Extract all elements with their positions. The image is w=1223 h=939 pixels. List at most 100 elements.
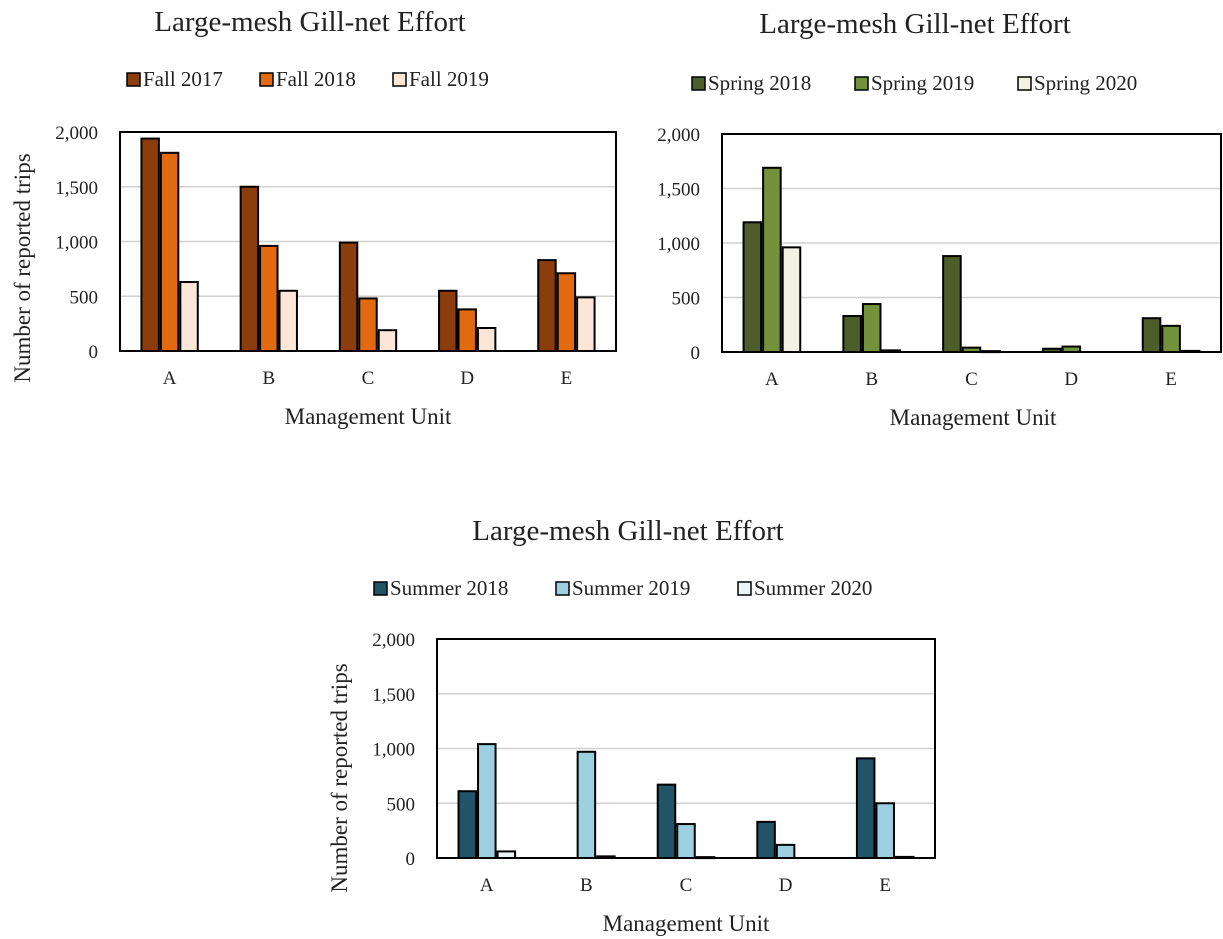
x-tick-label: E [1165,369,1177,390]
chart-2: Large-mesh Gill-net Effort Spring 2018 Spr… [657,8,1222,430]
y-tick-label: 500 [672,289,701,310]
bar [1141,317,1162,353]
y-axis-label: Number of reported trips [327,663,352,892]
legend-label: Spring 2018 [708,71,811,95]
bar [656,783,677,860]
legend-item: Spring 2018 [691,71,811,95]
bar [742,221,763,353]
x-tick-label: B [580,875,593,896]
bar [259,244,279,353]
y-tick-label: 1,500 [372,685,415,706]
y-tick-label: 2,000 [55,123,98,144]
bar [159,151,180,352]
bar [842,315,862,353]
legend-swatch [854,76,869,91]
bar [1161,324,1181,353]
y-tick-label: 1,000 [55,233,98,254]
x-tick-label: C [965,369,978,390]
legend-label: Summer 2020 [754,576,872,600]
x-tick-label: D [779,875,793,896]
legend-swatch [259,72,274,87]
x-tick-label: C [362,368,375,389]
bar [942,255,962,353]
legend-item: Summer 2019 [555,576,690,600]
y-tick-label: 1,500 [55,178,98,199]
legend-label: Summer 2019 [572,576,690,600]
bar [576,296,596,352]
bar [576,750,597,859]
legend-item: Summer 2018 [373,576,508,600]
y-tick-label: 500 [70,287,99,308]
bar [756,820,776,859]
legend-label: Fall 2018 [276,67,356,91]
x-tick-label: A [480,875,494,896]
bar [537,259,557,352]
y-axis-label: Number of reported trips [10,153,35,382]
legend-swatch [737,581,752,596]
x-tick-label: E [879,875,891,896]
bar [781,246,802,353]
x-tick-label: B [865,369,878,390]
chart-3: Large-mesh Gill-net Effort Summer 2018 Sum… [327,515,936,936]
legend-label: Spring 2020 [1034,71,1137,95]
legend-swatch [555,581,570,596]
x-tick-label: B [262,368,275,389]
y-tick-label: 1,500 [657,180,700,201]
x-tick-label: A [765,369,779,390]
legend-item: Spring 2020 [1017,71,1137,95]
bar [476,327,497,353]
legend-label: Fall 2017 [143,67,223,91]
chart-title: Large-mesh Gill-net Effort [759,8,1070,40]
x-tick-label: A [163,368,177,389]
x-axis-label: Management Unit [890,405,1057,430]
bar [179,281,199,353]
y-tick-label: 1,000 [657,234,700,255]
x-axis-label: Management Unit [285,404,452,429]
plot-frame [721,133,1222,353]
bar [855,757,876,859]
legend-swatch [691,76,706,91]
bar [762,166,782,353]
legend-swatch [392,72,407,87]
y-tick-label: 0 [89,342,99,363]
bar [338,241,359,352]
y-tick-label: 0 [691,343,701,364]
bar [457,790,478,860]
chart-title: Large-mesh Gill-net Effort [472,515,783,547]
bar [438,289,458,352]
chart-title: Large-mesh Gill-net Effort [154,6,465,38]
legend-swatch [126,72,141,87]
plot-frame [436,638,936,859]
bar [457,308,477,353]
bar [775,843,796,859]
bar [477,743,497,859]
bar [556,272,577,353]
bar [875,802,895,859]
legend-label: Fall 2019 [409,67,489,91]
bar [140,137,160,352]
legend-item: Summer 2020 [737,576,872,600]
bar [676,823,696,859]
y-tick-label: 500 [387,794,416,815]
y-tick-label: 0 [406,849,416,870]
legend-swatch [373,581,388,596]
x-tick-label: D [460,368,474,389]
x-axis-label: Management Unit [603,911,770,936]
y-tick-label: 2,000 [657,125,700,146]
x-tick-label: C [680,875,693,896]
x-tick-label: E [561,368,573,389]
y-tick-label: 1,000 [372,740,415,761]
legend-label: Summer 2018 [390,576,508,600]
bar [377,329,398,353]
y-tick-label: 2,000 [372,630,415,651]
bar [239,185,260,352]
legend-swatch [1017,76,1032,91]
bar [358,297,378,353]
legend-item: Fall 2019 [392,67,489,91]
legend-item: Fall 2017 [126,67,223,91]
legend-label: Spring 2019 [871,71,974,95]
bar [861,303,882,354]
legend-item: Fall 2018 [259,67,356,91]
legend-item: Spring 2019 [854,71,974,95]
